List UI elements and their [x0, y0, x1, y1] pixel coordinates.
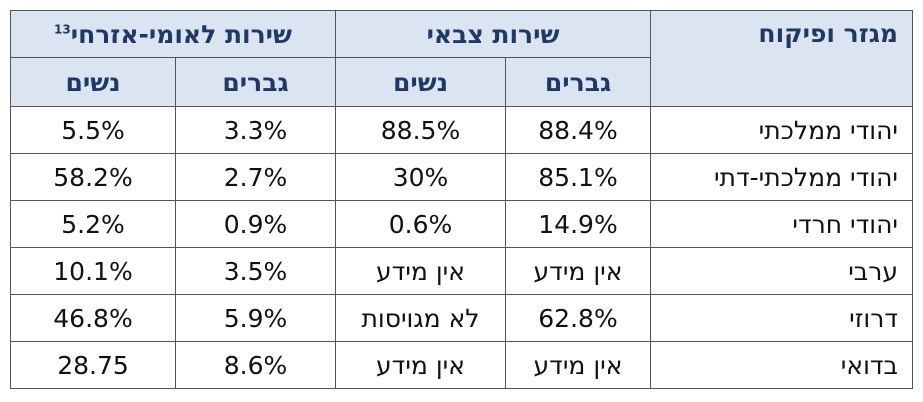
column-header: גברים — [505, 57, 651, 107]
cell: אין מידע — [335, 341, 506, 389]
cell: 3.5% — [175, 247, 336, 295]
column-header: נשים — [10, 57, 176, 107]
cell: 28.75 — [10, 341, 176, 389]
row-label: ערבי — [650, 247, 913, 295]
cell: 0.6% — [335, 200, 506, 248]
footnote-ref: 13 — [54, 22, 71, 37]
cell: אין מידע — [505, 247, 651, 295]
column-header: גברים — [175, 57, 336, 107]
table-row: יהודי ממלכתי 88.4% 88.5% 3.3% 5.5% — [10, 106, 913, 154]
cell: אין מידע — [335, 247, 506, 295]
cell: 0.9% — [175, 200, 336, 248]
cell: לא מגויסות — [335, 294, 506, 342]
table-body: יהודי ממלכתי 88.4% 88.5% 3.3% 5.5% יהודי ממלכ… — [10, 106, 913, 389]
cell: 62.8% — [505, 294, 651, 342]
cell: 85.1% — [505, 153, 651, 201]
sector-header: מגזר ופיקוח — [650, 10, 913, 107]
row-label: דרוזי — [650, 294, 913, 342]
cell: 5.5% — [10, 106, 176, 154]
cell: 46.8% — [10, 294, 176, 342]
row-label: בדואי — [650, 341, 913, 389]
cell: 88.4% — [505, 106, 651, 154]
group-title: שירות לאומי-אזרחי — [70, 19, 292, 49]
table-row: יהודי ממלכתי-דתי 85.1% 30% 2.7% 58.2% — [10, 153, 913, 201]
row-label: יהודי חרדי — [650, 200, 913, 248]
header-row: גברים נשים גברים נשים — [10, 57, 913, 107]
row-label: יהודי ממלכתי — [650, 106, 913, 154]
cell: 10.1% — [10, 247, 176, 295]
cell: 30% — [335, 153, 506, 201]
cell: 3.3% — [175, 106, 336, 154]
table-row: בדואי אין מידע אין מידע 8.6% 28.75 — [10, 341, 913, 389]
table-row: יהודי חרדי 14.9% 0.6% 0.9% 5.2% — [10, 200, 913, 248]
cell: אין מידע — [505, 341, 651, 389]
table-row: דרוזי 62.8% לא מגויסות 5.9% 46.8% — [10, 294, 913, 342]
cell: 8.6% — [175, 341, 336, 389]
row-label: יהודי ממלכתי-דתי — [650, 153, 913, 201]
column-header: נשים — [335, 57, 506, 107]
group-header: שירות צבאי — [335, 10, 651, 58]
cell: 58.2% — [10, 153, 176, 201]
table-row: ערבי אין מידע אין מידע 3.5% 10.1% — [10, 247, 913, 295]
cell: 2.7% — [175, 153, 336, 201]
group-header: שירות לאומי-אזרחי13 — [10, 10, 336, 58]
cell: 5.9% — [175, 294, 336, 342]
cell: 14.9% — [505, 200, 651, 248]
data-table: מגזר ופיקוח שירות צבאי שירות לאומי-אזרחי… — [10, 10, 913, 389]
cell: 88.5% — [335, 106, 506, 154]
header-row: מגזר ופיקוח שירות צבאי שירות לאומי-אזרחי… — [10, 10, 913, 107]
cell: 5.2% — [10, 200, 176, 248]
